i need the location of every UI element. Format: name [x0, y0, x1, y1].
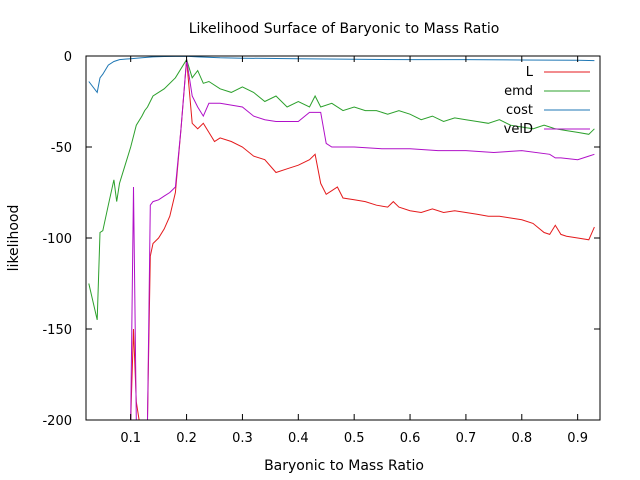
y-tick-label: -50	[51, 141, 72, 156]
series-line-emd	[88, 58, 595, 321]
legend-label-l: L	[526, 65, 534, 80]
chart-title: Likelihood Surface of Baryonic to Mass R…	[189, 21, 500, 37]
y-tick-label: -200	[42, 414, 72, 429]
x-axis-title: Baryonic to Mass Ratio	[264, 458, 424, 474]
y-tick-label: -150	[42, 323, 72, 338]
legend-label-cost: cost	[506, 103, 533, 118]
legend-label-veld: velD	[504, 122, 533, 137]
x-tick-label: 0.9	[567, 431, 588, 446]
x-tick-label: 0.8	[511, 431, 532, 446]
x-tick-label: 0.5	[344, 431, 365, 446]
y-axis: 0 -50 -100 -150 -200	[42, 50, 600, 429]
x-tick-label: 0.6	[400, 431, 421, 446]
y-tick-label: 0	[64, 50, 72, 65]
x-tick-label: 0.7	[456, 431, 477, 446]
x-tick-label: 0.2	[176, 431, 197, 446]
series-line-veld	[130, 59, 595, 420]
legend-label-emd: emd	[504, 84, 533, 99]
series-line-l	[130, 59, 595, 420]
y-tick-label: -100	[42, 232, 72, 247]
x-tick-label: 0.3	[232, 431, 253, 446]
y-axis-title: likelihood	[6, 205, 22, 272]
x-axis: 0.1 0.2 0.3 0.4 0.5 0.6 0.7 0.8 0.9	[120, 56, 588, 446]
x-tick-label: 0.1	[120, 431, 141, 446]
x-tick-label: 0.4	[288, 431, 309, 446]
